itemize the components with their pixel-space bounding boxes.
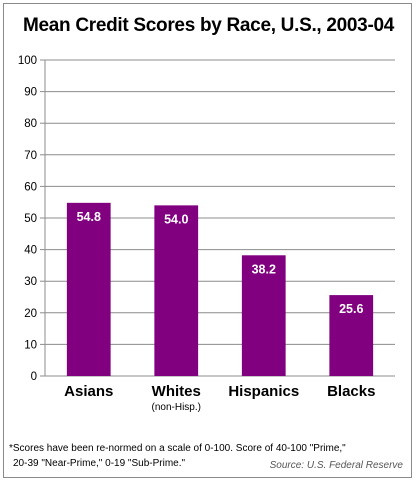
y-tick-labels: 0 10 20 30 40 50 60 70 80 90 100: [18, 55, 37, 383]
data-label: 54.8: [77, 210, 101, 224]
y-tick-label: 50: [24, 213, 37, 225]
x-category-labels: Asians Whites (non-Hisp.) Hispanics Blacks: [64, 383, 375, 413]
source-note: Source: U.S. Federal Reserve: [269, 460, 403, 471]
data-label: 54.0: [164, 212, 188, 226]
footnote-line-2: 20-39 "Near-Prime," 0-19 "Sub-Prime.": [13, 458, 186, 469]
x-category-label: Whites: [152, 383, 201, 400]
y-tick-label: 40: [24, 245, 37, 257]
data-label: 38.2: [252, 262, 276, 276]
x-category-label: Asians: [64, 383, 113, 400]
bars: [66, 202, 374, 376]
y-tick-label: 80: [24, 118, 37, 130]
footnote: *Scores have been re-normed on a scale o…: [9, 441, 399, 471]
footnote-line-1: *Scores have been re-normed on a scale o…: [9, 443, 346, 454]
x-category-label: Hispanics: [228, 383, 299, 400]
y-tick-label: 20: [24, 308, 37, 320]
y-tick-label: 60: [24, 181, 37, 193]
y-tick-label: 10: [24, 339, 37, 351]
bar-asians: [66, 202, 111, 376]
x-category-sublabel: (non-Hisp.): [152, 402, 201, 413]
y-tick-label: 90: [24, 87, 37, 99]
y-tick-label: 30: [24, 276, 37, 288]
chart-title: Mean Credit Scores by Race, U.S., 2003-0…: [22, 15, 395, 36]
data-labels: 54.8 54.0 38.2 25.6: [77, 210, 364, 316]
bar-whites: [154, 205, 199, 376]
data-label: 25.6: [339, 302, 363, 316]
y-tick-label: 100: [18, 55, 37, 67]
bar-hispanics: [241, 255, 286, 376]
bar-blacks: [329, 295, 374, 376]
x-category-label: Blacks: [327, 383, 375, 400]
y-tick-label: 70: [24, 150, 37, 162]
y-tick-label: 0: [31, 371, 37, 383]
